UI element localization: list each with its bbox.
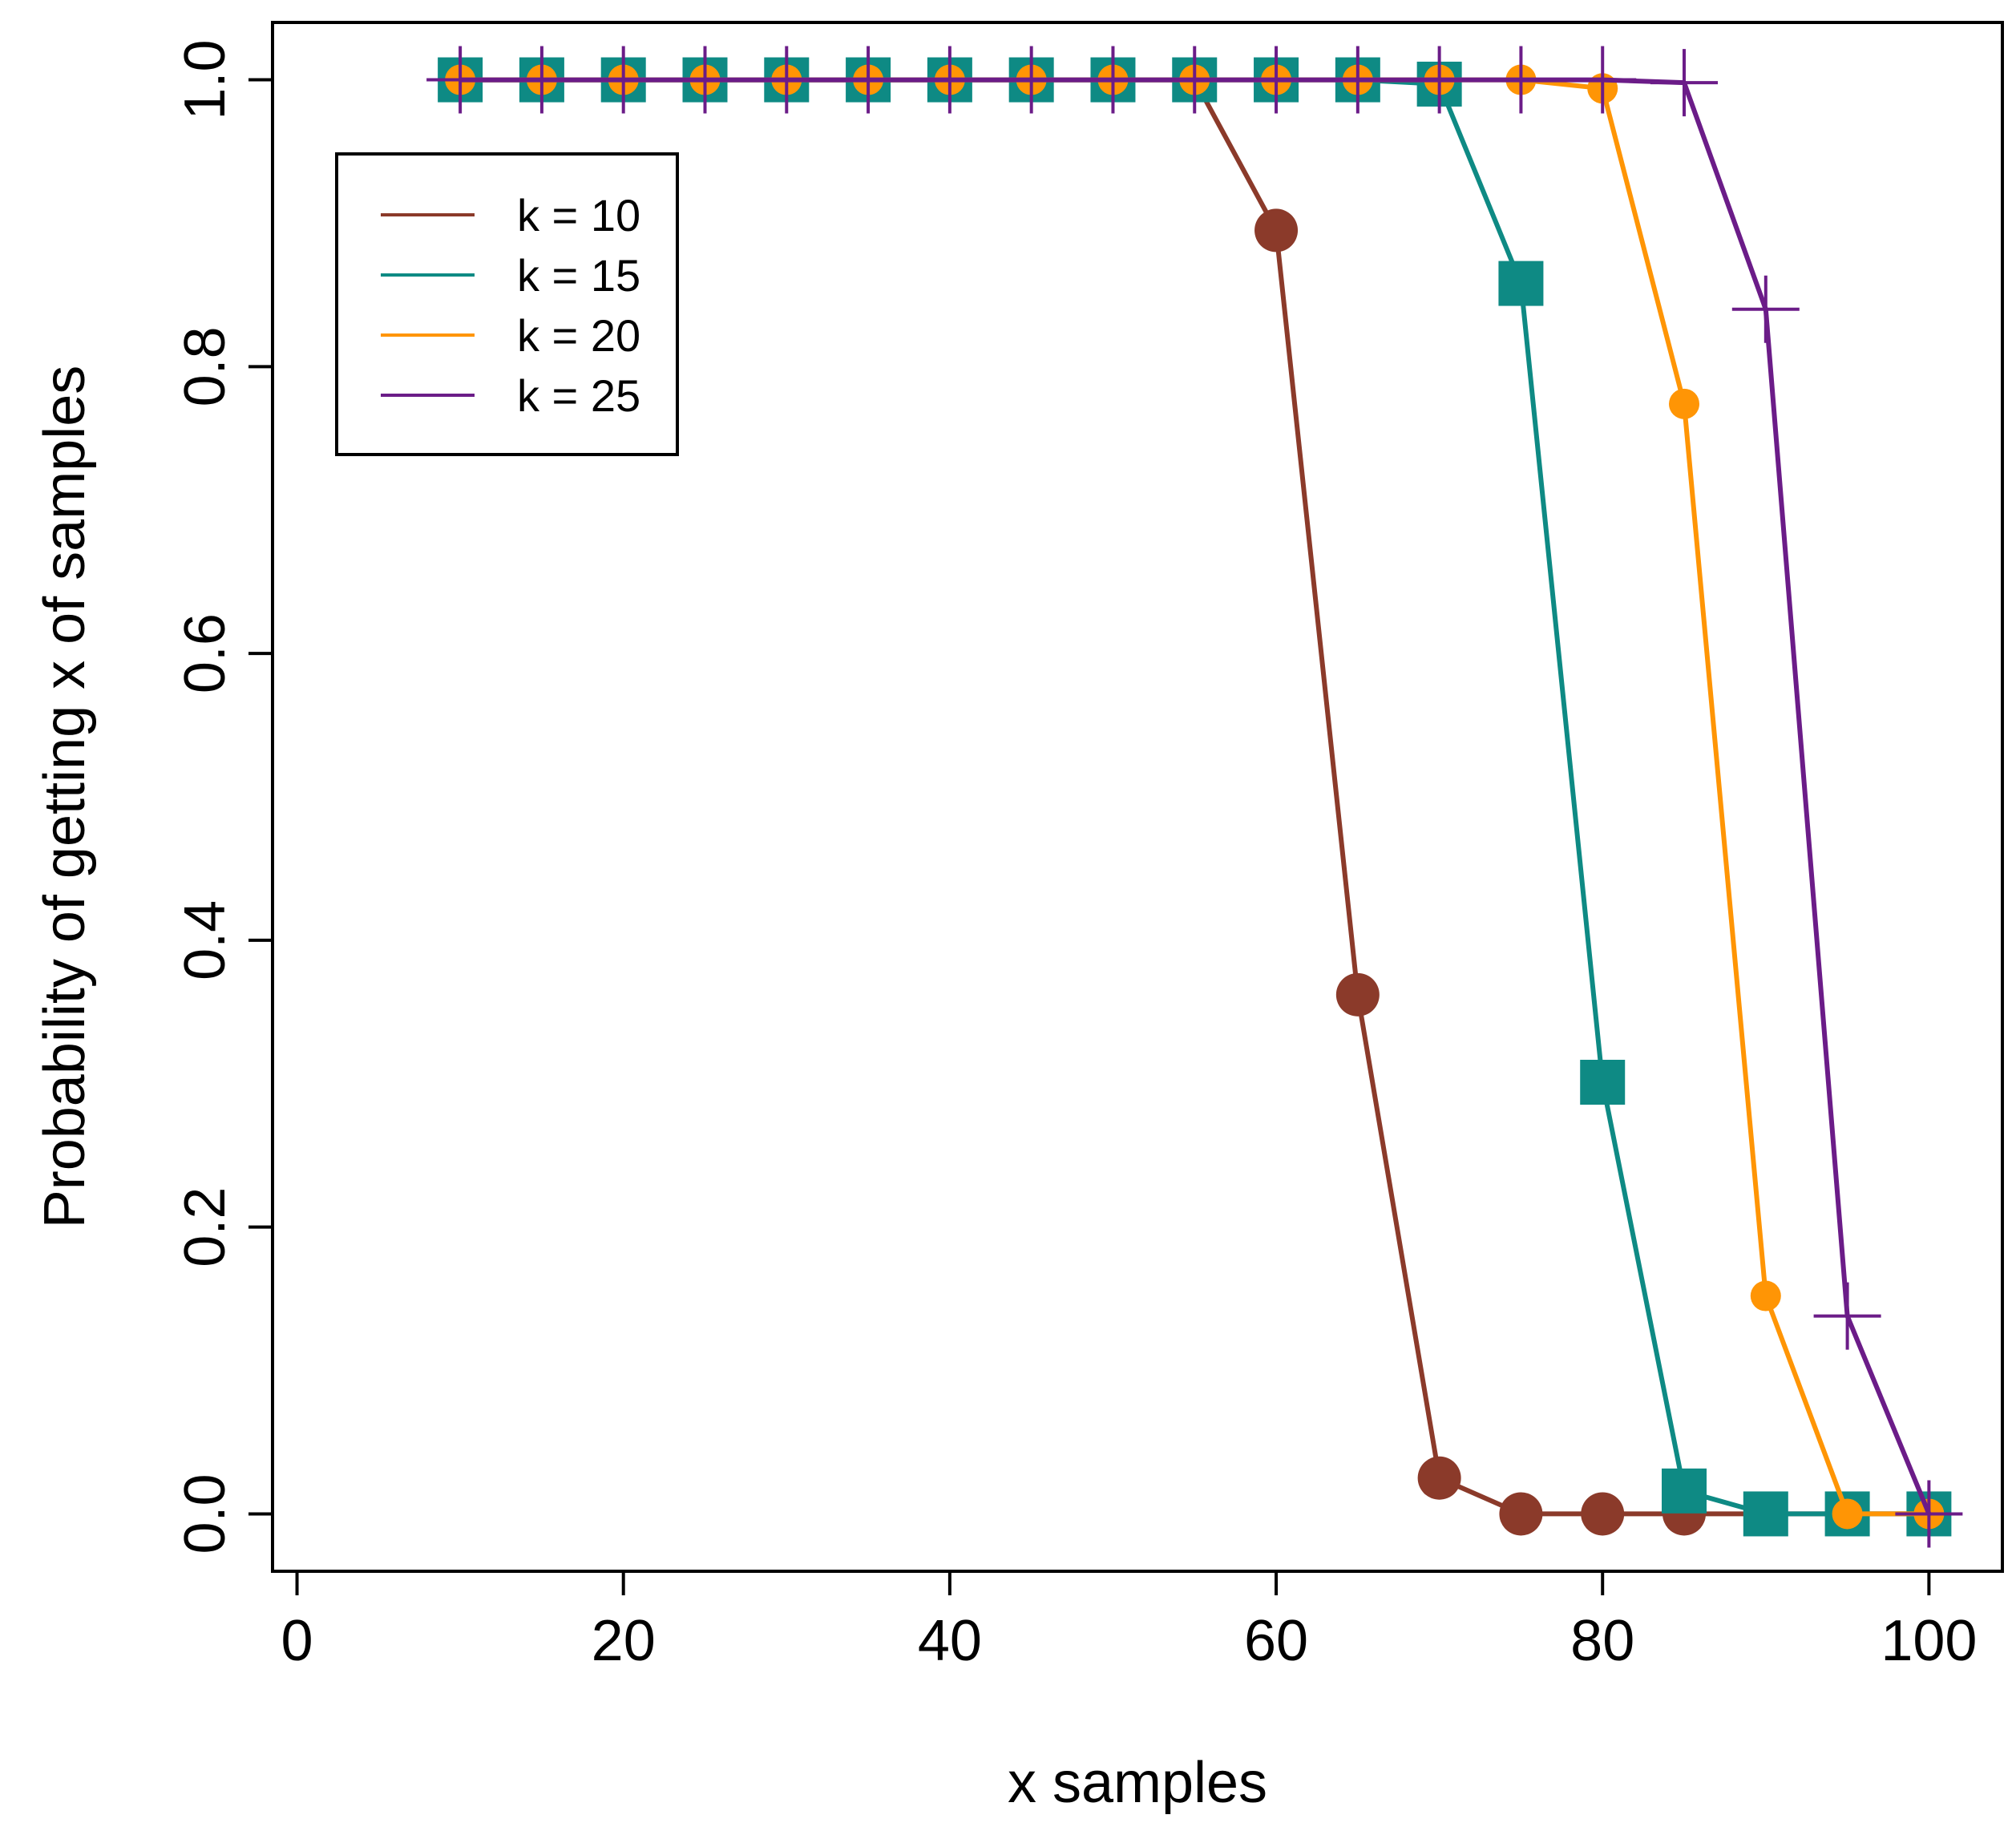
point-s1-x80 [1581,1492,1625,1536]
legend: k = 10 k = 15 k = 20 k = 25 [335,152,679,456]
y-tick-label-0.2: 0.2 [173,1187,237,1267]
y-tick-label-1: 1.0 [173,40,237,120]
series-line-4 [460,77,1932,1515]
y-tick-label-0.6: 0.6 [173,613,237,693]
point-s4-x50 [1079,46,1147,114]
legend-label-4: k = 25 [517,370,640,421]
point-s1-x65 [1335,972,1380,1017]
point-s4-x80 [1569,46,1637,114]
series-line-2 [460,77,1929,1517]
x-tick-label-40: 40 [918,1609,982,1673]
legend-label-1: k = 10 [517,190,640,240]
point-s3-x90 [1750,1280,1781,1312]
point-s4-x90 [1731,275,1800,343]
point-s4-x55 [1161,46,1229,114]
point-s4-x45 [997,46,1065,114]
point-s1-x60 [1254,208,1299,253]
point-s4-x95 [1813,1282,1881,1350]
series-layer [426,46,1963,1548]
point-s4-x40 [915,46,984,114]
y-axis: 0.0 0.2 0.4 0.6 0.8 1.0 [173,40,274,1554]
point-s3-x85 [1669,388,1700,419]
point-s2-x80 [1580,1059,1626,1105]
y-axis-label: Probability of getting x of samples [33,366,97,1229]
point-s4-x25 [671,46,739,114]
point-s2-x90 [1743,1491,1788,1537]
legend-box [335,152,679,456]
x-tick-label-100: 100 [1881,1609,1977,1673]
x-axis: 0 20 40 60 80 100 [281,1570,1977,1673]
y-tick-label-0: 0.0 [173,1473,237,1554]
point-s4-x15 [507,46,576,114]
point-s4-x100 [1895,1480,1963,1548]
x-tick-label-20: 20 [592,1609,656,1673]
point-s4-x85 [1650,49,1719,117]
point-s4-x75 [1487,46,1555,114]
point-s4-x30 [753,46,821,114]
point-s4-x65 [1323,46,1392,114]
point-s2-x75 [1498,261,1544,306]
legend-label-2: k = 15 [517,250,640,301]
x-tick-label-60: 60 [1244,1609,1308,1673]
point-s3-x95 [1832,1498,1863,1530]
series-line-1 [460,77,1929,1517]
point-s4-x70 [1405,46,1473,114]
point-s1-x75 [1499,1492,1543,1536]
series-4 [426,46,1963,1548]
point-s1-x70 [1417,1456,1461,1500]
point-s4-x60 [1242,46,1311,114]
point-s2-x85 [1662,1468,1707,1514]
x-tick-label-80: 80 [1570,1609,1634,1673]
point-s4-x35 [834,46,903,114]
point-s4-x10 [426,46,495,114]
x-axis-label: x samples [1008,1751,1267,1815]
series-line-3 [460,77,1929,1517]
y-tick-label-0.4: 0.4 [173,900,237,980]
legend-label-3: k = 20 [517,310,640,361]
x-tick-label-0: 0 [281,1609,313,1673]
point-s4-x20 [589,46,657,114]
y-tick-label-0.8: 0.8 [173,326,237,406]
